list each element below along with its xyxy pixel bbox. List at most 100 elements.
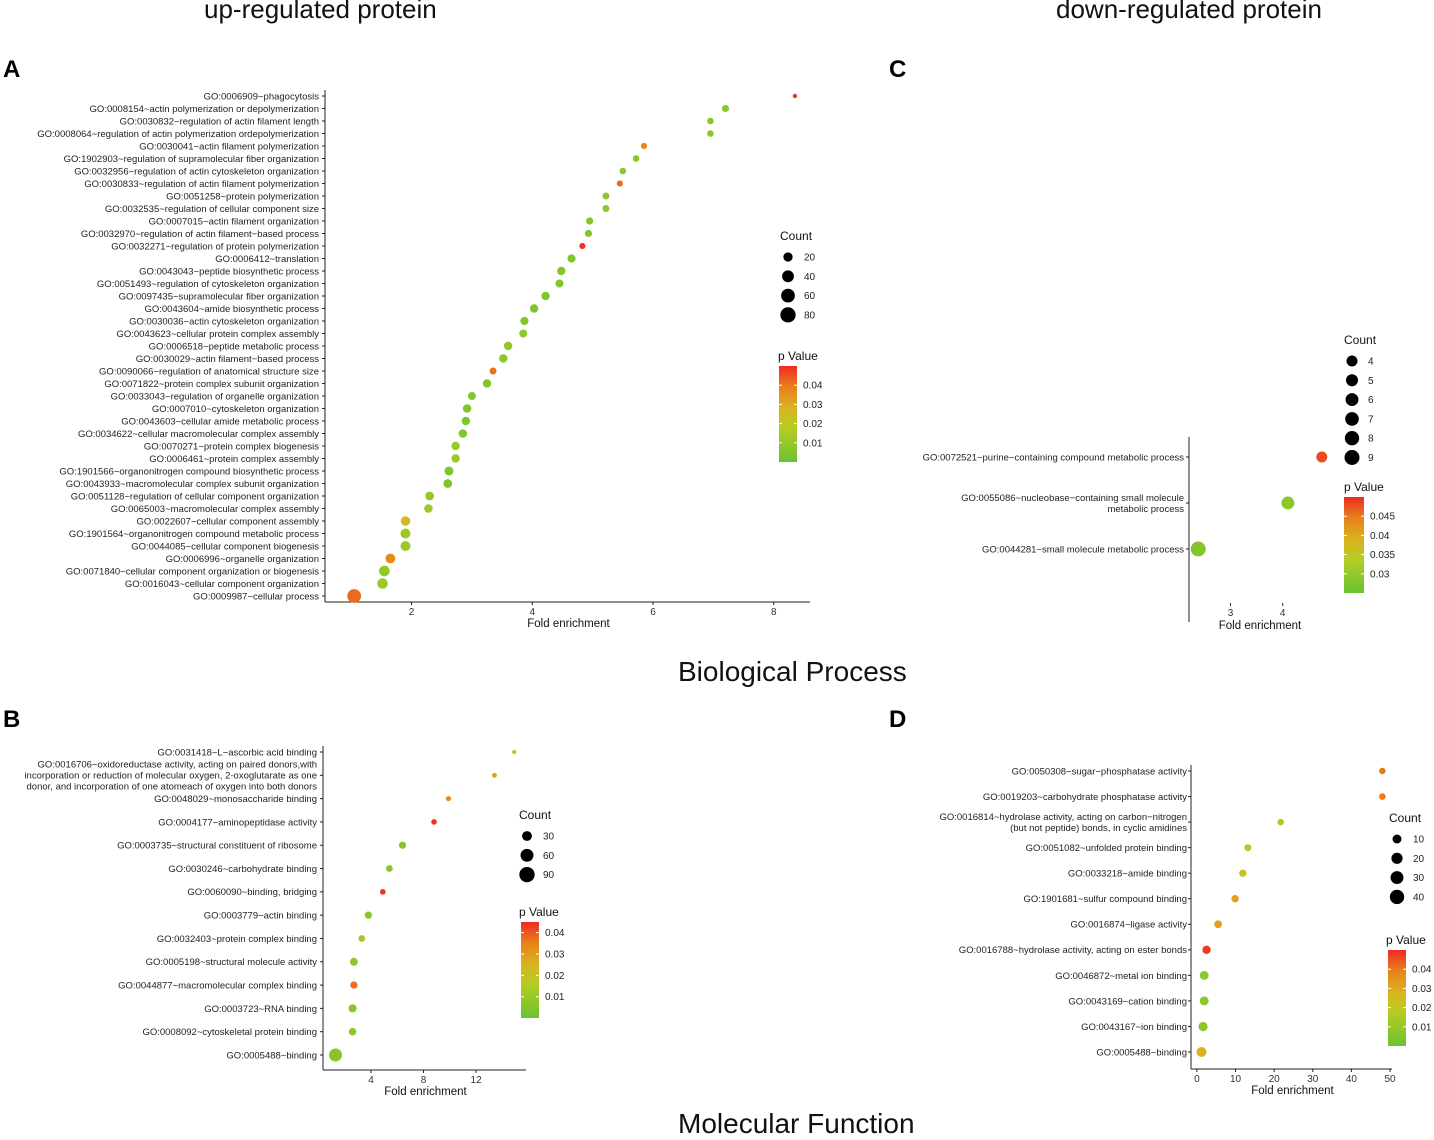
count-legend-dot — [782, 270, 794, 283]
data-point — [721, 104, 730, 113]
term-label: GO:0030036~actin cytoskeleton organizati… — [129, 316, 319, 327]
count-legend-dot — [1344, 450, 1360, 465]
colorbar-tick-label: 0.04 — [803, 381, 823, 392]
panel-b-chart: 4 8 12 Fold enrichment GO:0031418~L−ascorbic… — [24, 746, 565, 1098]
data-point — [1199, 970, 1209, 980]
data-point — [640, 142, 648, 150]
term-label: GO:1901566~organonitrogen compound biosy… — [59, 466, 319, 477]
data-point — [1199, 996, 1209, 1006]
x-tick-label: 30 — [1307, 1074, 1319, 1085]
data-point — [529, 304, 539, 313]
data-point — [541, 291, 550, 301]
data-point — [512, 749, 517, 755]
count-legend-dot — [519, 866, 535, 883]
data-point — [567, 254, 576, 263]
colorbar-tick-label: 0.045 — [1370, 512, 1395, 523]
term-label: GO:0008064~regulation of actin polymeriz… — [37, 129, 319, 140]
data-point — [1239, 869, 1247, 877]
x-tick-label: 12 — [471, 1075, 483, 1086]
colorbar-tick-label: 0.035 — [1370, 550, 1395, 561]
term-label: GO:0022607~cellular component assembly — [137, 516, 320, 527]
term-label: GO:0051128~regulation of cellular compon… — [71, 491, 319, 502]
term-label: GO:0005488~binding — [226, 1050, 317, 1061]
data-point — [792, 93, 798, 99]
count-legend-title: Count — [780, 229, 813, 243]
count-legend-label: 30 — [543, 832, 555, 843]
data-point — [1277, 818, 1284, 826]
colorbar-tick-label: 0.01 — [1412, 1022, 1432, 1033]
x-tick-label: 50 — [1385, 1074, 1397, 1085]
term-label: GO:0044281~small molecule metabolic proc… — [982, 544, 1184, 555]
term-label: GO:0055086~nucleobase−containing small m… — [961, 493, 1184, 515]
data-point — [519, 329, 528, 338]
term-label: GO:0003735~structural constituent of rib… — [117, 841, 317, 852]
count-legend-dot — [1344, 431, 1360, 446]
data-point — [489, 367, 497, 375]
term-label: GO:0008154~actin polymerization or depol… — [90, 104, 319, 115]
pvalue-colorbar — [779, 366, 797, 462]
data-point — [385, 553, 396, 564]
data-point — [707, 117, 714, 125]
term-label: GO:0016814~hydrolase activity, acting on… — [939, 812, 1187, 834]
data-point — [707, 130, 714, 137]
term-label: GO:0016043~cellular component organizati… — [125, 579, 319, 590]
term-label: GO:0071840~cellular component organizati… — [66, 566, 319, 577]
data-point — [349, 957, 358, 966]
panel-label-a: A — [3, 56, 21, 83]
term-label: GO:0072521~purine−containing compound me… — [923, 452, 1185, 463]
data-point — [348, 1027, 357, 1036]
data-point — [451, 441, 460, 451]
count-legend-label: 4 — [1368, 357, 1374, 368]
count-legend-label: 60 — [804, 291, 816, 302]
count-legend-title: Count — [1389, 811, 1422, 825]
term-label: GO:0043043~peptide biosynthetic process — [139, 266, 319, 277]
term-label: GO:0003779~actin binding — [204, 911, 317, 922]
term-label: GO:0050308~sugar−phosphatase activity — [1012, 766, 1188, 777]
data-point — [377, 578, 388, 589]
term-label: GO:1902903~regulation of supramolecular … — [64, 154, 319, 165]
term-label: GO:0006461~protein complex assembly — [149, 454, 319, 465]
colorbar-tick-label: 0.03 — [1412, 984, 1432, 995]
count-legend-label: 5 — [1368, 376, 1374, 387]
term-label: GO:0030029~actin filament−based process — [136, 354, 320, 365]
pvalue-colorbar — [1388, 950, 1406, 1046]
x-tick-label: 2 — [409, 607, 415, 618]
x-tick-label: 0 — [1194, 1074, 1200, 1085]
term-label: GO:0044877~macromolecular complex bindin… — [118, 980, 317, 991]
term-label: GO:0043603~cellular amide metabolic proc… — [121, 416, 319, 427]
term-label: GO:0070271~protein complex biogenesis — [144, 441, 319, 452]
down-regulated-heading: down-regulated protein — [1056, 0, 1322, 24]
data-point — [444, 466, 454, 476]
colorbar-tick-label: 0.01 — [803, 438, 823, 449]
term-label: GO:1901681~sulfur compound binding — [1024, 894, 1187, 905]
term-label: GO:0007010~cytoskeleton organization — [152, 404, 319, 415]
data-point — [1281, 496, 1295, 510]
term-label: GO:0031418~L−ascorbic acid binding — [157, 747, 317, 758]
term-label: GO:0043623~cellular protein complex asse… — [116, 329, 319, 340]
x-tick-label: 4 — [529, 607, 535, 618]
data-point — [557, 266, 566, 276]
term-label: GO:0008092~cytoskeletal protein binding — [142, 1027, 317, 1038]
colorbar-tick-label: 0.03 — [1370, 569, 1390, 580]
x-tick-label: 10 — [1230, 1074, 1242, 1085]
term-label: GO:0043933~macromolecular complex subuni… — [66, 479, 319, 490]
data-point — [1316, 451, 1328, 463]
data-point — [1198, 1021, 1208, 1032]
data-point — [348, 1004, 357, 1013]
data-point — [602, 205, 610, 212]
term-label: GO:0019203~carbohydrate phosphatase acti… — [983, 792, 1187, 803]
data-point — [347, 589, 362, 603]
x-axis-title: Fold enrichment — [1219, 620, 1302, 632]
term-label: GO:0048029~monosaccharide binding — [154, 794, 317, 805]
term-label: GO:0051493~regulation of cytoskeleton or… — [97, 279, 319, 290]
data-point — [616, 180, 623, 187]
panel-label-b: B — [3, 706, 21, 733]
data-point — [619, 167, 627, 175]
term-label: GO:0005488~binding — [1096, 1047, 1187, 1058]
pvalue-colorbar — [1344, 497, 1364, 593]
term-label: GO:0004177~aminopeptidase activity — [158, 817, 317, 828]
data-point — [1190, 541, 1206, 557]
count-legend-dot — [1345, 412, 1359, 426]
term-label: GO:0033218~amide binding — [1068, 869, 1187, 880]
term-label: GO:0034622~cellular macromolecular compl… — [78, 429, 319, 440]
